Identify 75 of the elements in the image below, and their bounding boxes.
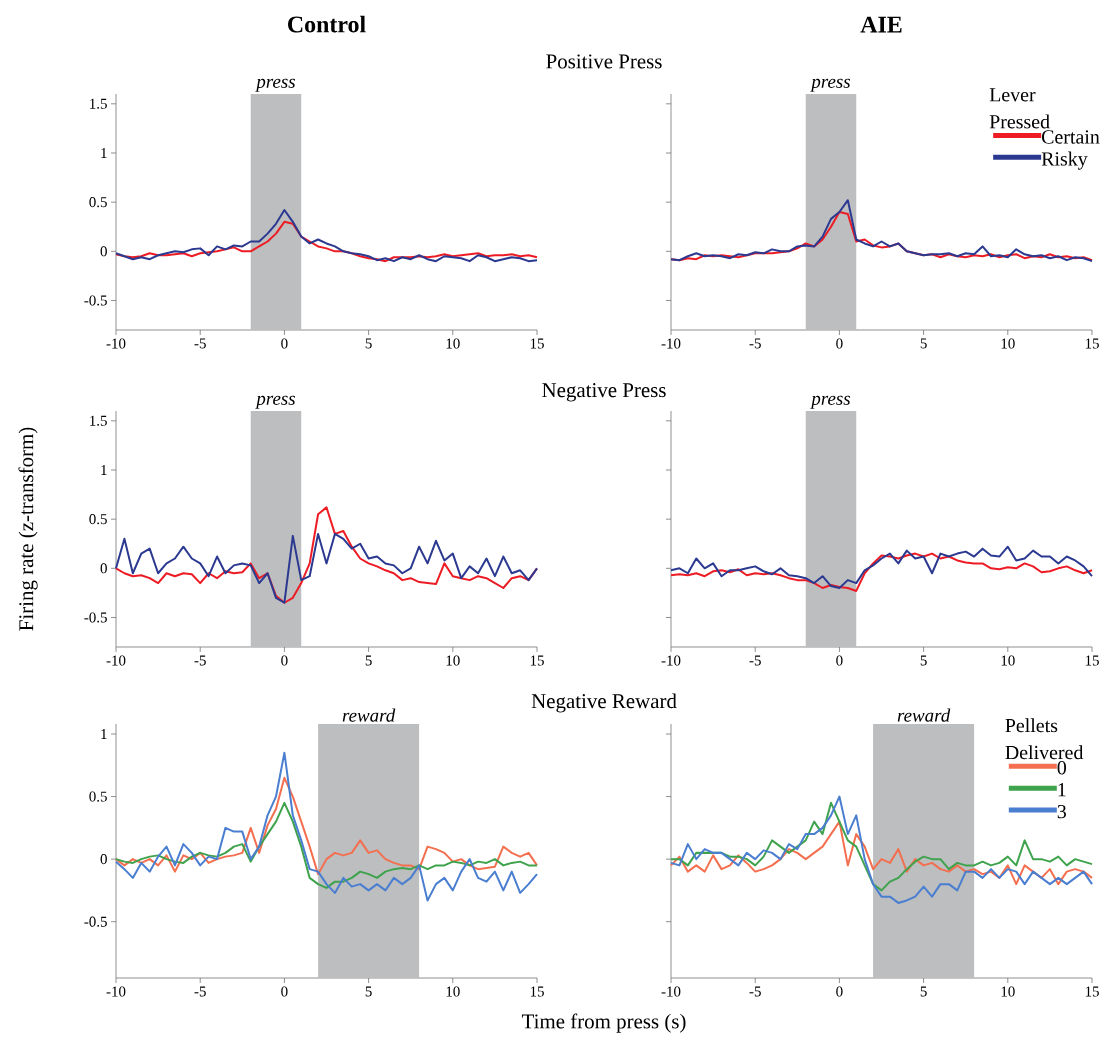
legend-label: Certain	[1041, 130, 1100, 144]
x-tick-label: -5	[194, 655, 206, 666]
line-series	[115, 209, 538, 263]
text: Negative Reward	[531, 693, 677, 713]
x-tick-label: 10	[446, 655, 460, 666]
chart-title: AIE	[860, 16, 902, 33]
x-tick-label: 15	[1085, 986, 1099, 997]
x-tick-label: 0	[836, 338, 843, 349]
line-series	[115, 751, 538, 902]
x-tick-label: -10	[106, 655, 126, 666]
x-tick-label: 5	[365, 338, 372, 349]
legend-label: 1	[1058, 783, 1066, 797]
y-tick-label: -0.5	[84, 295, 107, 306]
x-tick-label: 0	[281, 338, 288, 349]
x-tick-label: 5	[920, 655, 927, 666]
x-tick-label: 5	[920, 338, 927, 349]
y-tick-label: -0.5	[84, 916, 107, 927]
x-tick-label: 15	[1085, 338, 1099, 349]
y-tick-label: 0.5	[89, 197, 107, 208]
x-tick-label: -5	[749, 986, 761, 997]
x-tick-label: 0	[281, 655, 288, 666]
band-label: press	[810, 78, 851, 92]
chart-title: Control	[288, 15, 366, 33]
legend-label: 3	[1057, 804, 1066, 819]
legend-title: Lever Pressed	[989, 88, 1050, 129]
x-tick-label: -10	[106, 338, 126, 349]
x-tick-label: 5	[365, 655, 372, 666]
y-tick-label: 1	[101, 729, 107, 739]
band-label: press	[255, 395, 296, 409]
x-axis-title: Time from press (s)	[521, 1013, 686, 1033]
y-tick-label: 1.5	[90, 415, 107, 426]
x-tick-label: 10	[1001, 986, 1015, 997]
legend-label: 0	[1057, 761, 1067, 775]
x-tick-label: -10	[661, 655, 681, 666]
x-tick-label: 0	[836, 986, 843, 997]
x-tick-label: 5	[365, 986, 372, 997]
y-axis-title: Firing rate (z-transform)	[18, 427, 38, 631]
x-tick-label: 10	[446, 986, 460, 997]
legend-title: Pellets Delivered	[1005, 718, 1084, 760]
x-tick-label: 0	[836, 655, 843, 666]
y-tick-label: -0.5	[84, 612, 107, 623]
legend-label: Risky	[1041, 151, 1088, 170]
y-tick-label: 1	[101, 465, 107, 475]
band-label: press	[255, 78, 296, 92]
x-tick-label: -5	[749, 655, 761, 666]
text: Negative Press	[542, 383, 666, 402]
y-tick-label: 1	[101, 148, 107, 158]
x-tick-label: -10	[661, 338, 681, 349]
band-label: reward	[897, 708, 951, 722]
x-tick-label: 0	[281, 986, 288, 997]
y-tick-label: 1.5	[90, 98, 107, 109]
y-tick-label: 0	[100, 854, 107, 865]
x-tick-label: 15	[530, 986, 544, 997]
x-tick-label: 5	[920, 986, 927, 997]
x-tick-label: -5	[749, 338, 761, 349]
text: Positive Press	[546, 54, 662, 69]
y-tick-label: 0.5	[89, 514, 107, 525]
x-tick-label: -10	[106, 986, 126, 997]
y-tick-label: 0	[100, 563, 107, 574]
y-tick-label: 0.5	[89, 791, 107, 802]
band-label: reward	[342, 708, 396, 722]
line-series	[115, 801, 538, 889]
x-tick-label: 15	[530, 655, 544, 666]
x-tick-label: 10	[446, 338, 460, 349]
band-label: press	[810, 395, 851, 409]
x-tick-label: -5	[194, 986, 206, 997]
x-tick-label: 15	[1085, 655, 1099, 666]
x-tick-label: -5	[194, 338, 206, 349]
x-tick-label: 15	[530, 338, 544, 349]
line-series	[115, 532, 538, 604]
line-series	[115, 776, 538, 876]
x-tick-label: -10	[661, 986, 681, 997]
y-tick-label: 0	[100, 246, 107, 257]
x-tick-label: 10	[1001, 655, 1015, 666]
x-tick-label: 10	[1001, 338, 1015, 349]
